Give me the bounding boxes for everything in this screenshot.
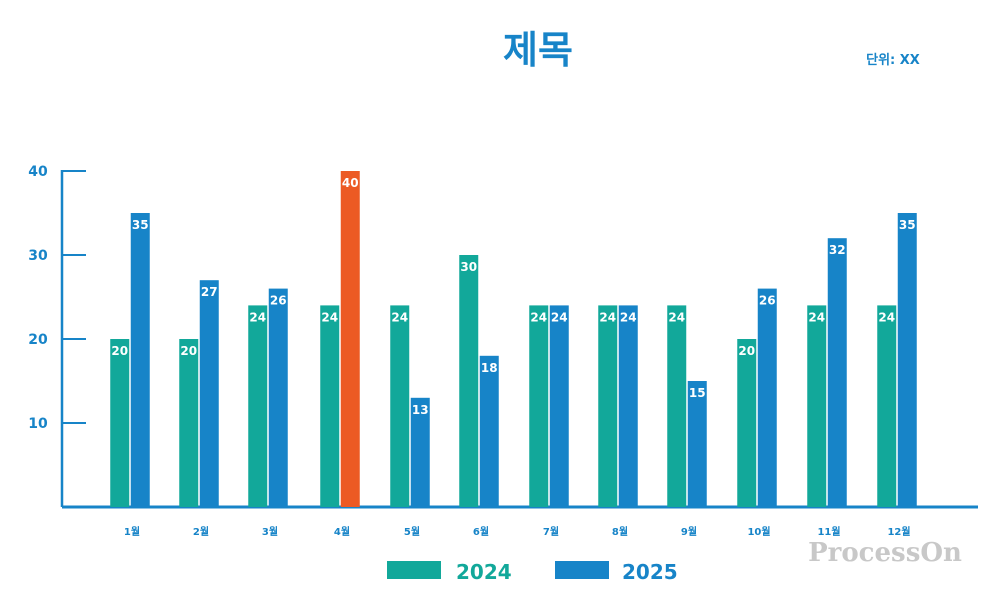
x-tick-label: 8월 — [612, 526, 628, 538]
data-label: 18 — [481, 361, 498, 375]
data-label: 20 — [180, 344, 197, 358]
x-tick-label: 1월 — [124, 526, 140, 538]
data-label: 24 — [249, 310, 266, 324]
data-label: 13 — [412, 403, 429, 417]
x-tick-label: 2월 — [193, 526, 209, 538]
bar-2024-4 — [320, 305, 340, 507]
x-tick-label: 9월 — [681, 526, 697, 538]
watermark: ProcessOn — [808, 538, 962, 568]
x-tick-label: 6월 — [473, 526, 489, 538]
data-label: 20 — [111, 344, 128, 358]
data-label: 26 — [759, 294, 776, 308]
data-label: 20 — [738, 344, 755, 358]
bar-2024-6 — [459, 255, 479, 507]
bar-2024-2 — [179, 339, 199, 507]
bar-2025-4 — [340, 171, 360, 507]
y-tick-label: 40 — [28, 164, 48, 180]
bar-2025-11 — [827, 238, 847, 507]
unit-label: 단위: XX — [866, 52, 920, 68]
bar-2025-1 — [130, 213, 150, 507]
bar-2025-9 — [687, 381, 707, 507]
bar-2025-7 — [549, 305, 569, 507]
legend-label-2024: 2024 — [456, 560, 512, 584]
data-label: 35 — [899, 218, 916, 232]
data-label: 35 — [132, 218, 149, 232]
data-label: 24 — [391, 310, 408, 324]
data-label: 24 — [668, 310, 685, 324]
data-label: 24 — [808, 310, 825, 324]
data-label: 40 — [342, 176, 359, 190]
bar-2024-1 — [110, 339, 130, 507]
data-label: 24 — [551, 310, 568, 324]
bar-2025-10 — [757, 288, 777, 507]
x-tick-label: 10월 — [747, 526, 770, 538]
y-tick-label: 30 — [28, 248, 48, 264]
bar-2024-9 — [667, 305, 687, 507]
data-label: 24 — [620, 310, 637, 324]
bar-2025-12 — [897, 213, 917, 507]
bar-2024-7 — [529, 305, 549, 507]
x-axis: 1월 2월 3월 4월 5월 6월 7월 8월 9월 10월 11월 12월 — [124, 526, 911, 538]
legend: 2024 2025 — [387, 560, 678, 584]
data-label: 24 — [530, 310, 547, 324]
bar-2024-3 — [248, 305, 268, 507]
data-label: 32 — [829, 243, 846, 257]
x-tick-label: 5월 — [404, 526, 420, 538]
data-label: 27 — [201, 285, 218, 299]
bar-2025-6 — [479, 355, 499, 507]
y-tick-label: 20 — [28, 332, 48, 348]
y-tick-label: 10 — [28, 416, 48, 432]
bar-2024-8 — [598, 305, 618, 507]
bar-2025-3 — [268, 288, 288, 507]
data-label: 30 — [460, 260, 477, 274]
bar-2024-10 — [737, 339, 757, 507]
legend-swatch-2025 — [555, 561, 609, 579]
x-tick-label: 7월 — [543, 526, 559, 538]
bars: 20 35 20 27 24 26 24 40 24 13 30 18 24 24 24 24 24 15 20 26… — [110, 171, 917, 507]
bar-2025-2 — [199, 280, 219, 507]
data-label: 26 — [270, 294, 287, 308]
legend-label-2025: 2025 — [622, 560, 678, 584]
bar-2025-5 — [410, 397, 430, 507]
data-label: 24 — [878, 310, 895, 324]
x-tick-label: 4월 — [334, 526, 350, 538]
bar-2025-8 — [618, 305, 638, 507]
x-tick-label: 11월 — [817, 526, 840, 538]
data-label: 24 — [599, 310, 616, 324]
bar-2024-11 — [807, 305, 827, 507]
data-label: 15 — [689, 386, 706, 400]
chart-title: 제목 — [503, 28, 573, 72]
x-tick-label: 3월 — [262, 526, 278, 538]
bar-2024-12 — [877, 305, 897, 507]
legend-swatch-2024 — [387, 561, 441, 579]
y-axis: 10 20 30 40 — [28, 164, 86, 432]
bar-2024-5 — [390, 305, 410, 507]
x-tick-label: 12월 — [887, 526, 910, 538]
data-label: 24 — [321, 310, 338, 324]
